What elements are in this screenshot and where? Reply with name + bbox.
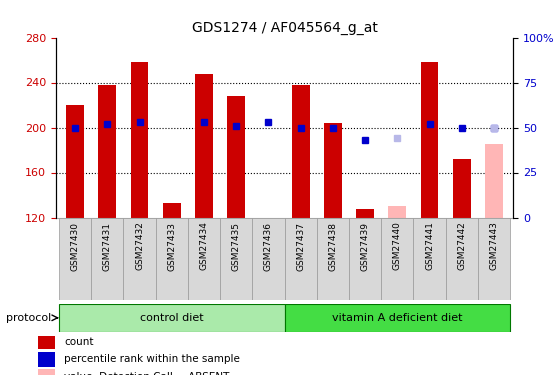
Bar <box>317 217 349 300</box>
Text: GSM27436: GSM27436 <box>264 222 273 271</box>
Bar <box>285 217 317 300</box>
Text: GSM27437: GSM27437 <box>296 222 305 271</box>
Bar <box>66 105 84 218</box>
Bar <box>478 217 510 300</box>
Text: GSM27434: GSM27434 <box>200 222 209 270</box>
Text: protocol: protocol <box>6 313 51 323</box>
Text: GSM27440: GSM27440 <box>393 222 402 270</box>
Bar <box>388 206 406 218</box>
Bar <box>131 62 148 217</box>
Bar <box>446 217 478 300</box>
Bar <box>188 217 220 300</box>
Text: GSM27438: GSM27438 <box>329 222 338 271</box>
Text: GSM27433: GSM27433 <box>167 222 176 271</box>
Bar <box>453 159 470 218</box>
Bar <box>381 217 413 300</box>
Bar <box>421 62 439 217</box>
Text: vitamin A deficient diet: vitamin A deficient diet <box>332 313 463 323</box>
Text: GSM27441: GSM27441 <box>425 222 434 270</box>
Bar <box>59 304 285 332</box>
Bar <box>349 217 381 300</box>
Bar <box>59 217 92 300</box>
Text: GSM27442: GSM27442 <box>458 222 466 270</box>
Bar <box>99 85 116 218</box>
Text: GSM27435: GSM27435 <box>232 222 240 271</box>
Bar <box>485 144 503 218</box>
Text: GSM27443: GSM27443 <box>489 222 498 270</box>
Bar <box>292 85 310 218</box>
Bar <box>92 217 123 300</box>
Bar <box>228 96 245 218</box>
Bar <box>123 217 156 300</box>
Text: control diet: control diet <box>140 313 204 323</box>
Text: value, Detection Call = ABSENT: value, Detection Call = ABSENT <box>64 372 230 375</box>
Text: GSM27439: GSM27439 <box>360 222 369 271</box>
Bar <box>38 369 55 375</box>
Bar <box>156 217 188 300</box>
Text: GSM27430: GSM27430 <box>71 222 80 271</box>
Bar <box>195 74 213 217</box>
Bar <box>38 334 55 349</box>
Bar <box>324 123 341 218</box>
Text: percentile rank within the sample: percentile rank within the sample <box>64 354 240 364</box>
Bar <box>356 209 374 218</box>
Text: GSM27431: GSM27431 <box>103 222 112 271</box>
Bar <box>220 217 252 300</box>
Text: count: count <box>64 337 94 347</box>
Text: GSM27432: GSM27432 <box>135 222 144 270</box>
Bar <box>252 217 285 300</box>
Bar <box>285 304 510 332</box>
Title: GDS1274 / AF045564_g_at: GDS1274 / AF045564_g_at <box>191 21 378 35</box>
Bar <box>38 352 55 367</box>
Bar <box>413 217 446 300</box>
Bar <box>163 203 181 217</box>
